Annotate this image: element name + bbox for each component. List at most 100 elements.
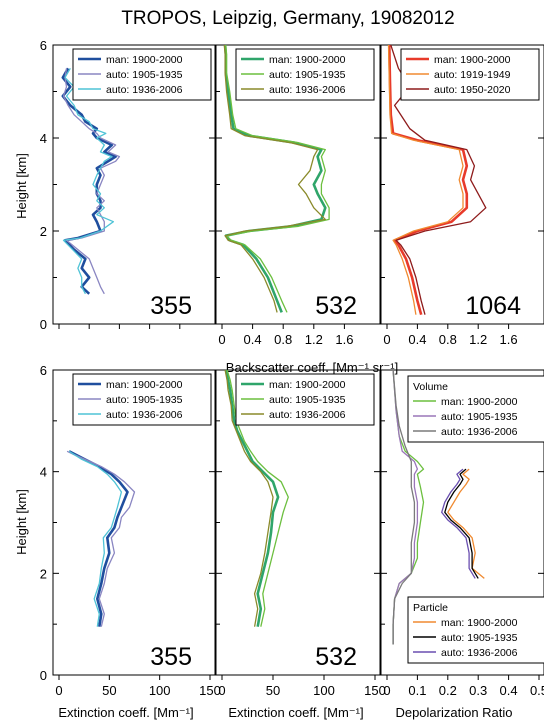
series-line-green_a2 xyxy=(223,44,326,313)
legend-entry: auto: 1905-1935 xyxy=(269,394,346,406)
wavelength-label: 532 xyxy=(315,643,357,671)
xlabel-extinction-mid: Extinction coeff. [Mm⁻¹] xyxy=(228,705,363,720)
wavelength-label: 532 xyxy=(315,292,357,320)
series-line-red_man xyxy=(388,44,469,316)
x-tick-label: 1.2 xyxy=(305,332,323,347)
x-tick-label: 0.5 xyxy=(530,683,544,698)
legend: man: 1900-2000 auto: 1905-1935 auto: 1936-… xyxy=(235,48,375,101)
legend-group-label: Volume xyxy=(413,381,448,393)
y-tick-label: 0 xyxy=(40,317,47,332)
panel-depolarization: 0 0.1 0.2 0.3 0.4 0.5 Volume man: 1900-2000 auto… xyxy=(380,369,544,698)
ylabel-bottom: Height [km] xyxy=(14,489,29,555)
x-tick-label: 0 xyxy=(218,332,225,347)
x-tick-label: 0.4 xyxy=(408,332,426,347)
series-line-red_a2 xyxy=(390,44,487,315)
wavelength-label: 1064 xyxy=(465,292,521,320)
series-line-green_man xyxy=(224,369,280,627)
panel-extinction-355: 0 2 4 6 0 50 100 150 355 man: 1900-2000 auto: 1905… xyxy=(40,363,221,698)
legend: man: 1900-2000 auto: 1905-1935 auto: 1936-… xyxy=(72,48,212,101)
panel-backscatter-1064: 0 0.4 0.8 1.2 1.6 1064 man: 1900-2000 auto: 191… xyxy=(380,44,544,347)
x-tick-label: 1.6 xyxy=(500,332,518,347)
wavelength-label: 355 xyxy=(150,643,192,671)
series-line-vol_a1 xyxy=(392,369,419,645)
legend-entry: auto: 1919-1949 xyxy=(434,69,511,81)
x-tick-label: 0.3 xyxy=(469,683,487,698)
y-tick-label: 6 xyxy=(40,38,47,53)
legend-group-label: Particle xyxy=(413,602,448,614)
legend-entry: auto: 1936-2006 xyxy=(106,84,183,96)
series-line-vol_a2 xyxy=(392,369,416,645)
series-line-green_a2 xyxy=(224,369,274,627)
y-tick-label: 2 xyxy=(40,566,47,581)
y-tick-label: 4 xyxy=(40,131,47,146)
series-line-green_a1 xyxy=(226,369,289,627)
x-tick-label: 0 xyxy=(55,683,62,698)
legend-entry: auto: 1905-1935 xyxy=(106,69,183,81)
figure-title: TROPOS, Leipzig, Germany, 19082012 xyxy=(121,8,454,29)
legend-entry: man: 1900-2000 xyxy=(441,617,518,629)
legend: Particle man: 1900-2000 auto: 1905-1935 aut… xyxy=(407,596,544,664)
series-line-blue_a1 xyxy=(66,450,136,627)
x-tick-label: 0 xyxy=(218,683,225,698)
x-tick-label: 50 xyxy=(102,683,116,698)
y-tick-label: 6 xyxy=(40,363,47,378)
y-tick-label: 4 xyxy=(40,465,47,480)
x-tick-label: 100 xyxy=(149,683,171,698)
xlabel-extinction-left: Extinction coeff. [Mm⁻¹] xyxy=(58,705,193,720)
x-tick-label: 100 xyxy=(313,683,335,698)
panel-extinction-532: 0 50 100 150 532 man: 1900-2000 auto: 1905-193… xyxy=(215,369,386,698)
legend-entry: man: 1900-2000 xyxy=(434,54,511,66)
x-tick-label: 0.8 xyxy=(274,332,292,347)
series-line-par_a1 xyxy=(444,468,479,579)
wavelength-label: 355 xyxy=(150,292,192,320)
x-tick-label: 0 xyxy=(383,683,390,698)
xlabel-backscatter: Backscatter coeff. [Mm⁻¹ sr⁻¹] xyxy=(226,360,398,375)
legend: man: 1900-2000 auto: 1905-1935 auto: 1936-… xyxy=(235,373,375,426)
legend-entry: auto: 1905-1935 xyxy=(441,632,518,644)
series-line-red_a1 xyxy=(387,44,464,315)
legend: man: 1900-2000 auto: 1919-1949 auto: 1950-… xyxy=(400,48,540,101)
legend-entry: auto: 1905-1935 xyxy=(106,394,183,406)
legend-entry: auto: 1905-1935 xyxy=(441,411,518,423)
legend: Volume man: 1900-2000 auto: 1905-1935 auto:… xyxy=(407,375,544,443)
series-line-blue_a1 xyxy=(62,68,121,295)
series-line-par_man xyxy=(447,468,485,579)
x-tick-label: 0.4 xyxy=(500,683,518,698)
y-tick-label: 0 xyxy=(40,668,47,683)
legend-entry: auto: 1905-1935 xyxy=(269,69,346,81)
x-tick-label: 150 xyxy=(364,683,386,698)
legend-entry: man: 1900-2000 xyxy=(269,54,346,66)
legend: man: 1900-2000 auto: 1905-1935 auto: 1936-… xyxy=(72,373,212,426)
legend-entry: auto: 1936-2006 xyxy=(269,409,346,421)
x-tick-label: 0.4 xyxy=(244,332,262,347)
legend-entry: auto: 1936-2006 xyxy=(106,409,183,421)
series-line-green_man xyxy=(223,44,327,313)
legend-entry: man: 1900-2000 xyxy=(269,379,346,391)
legend-entry: auto: 1936-2006 xyxy=(269,84,346,96)
x-tick-label: 1.2 xyxy=(469,332,487,347)
series-line-blue_man xyxy=(61,67,117,295)
x-tick-label: 0.1 xyxy=(408,683,426,698)
legend-entry: man: 1900-2000 xyxy=(441,396,518,408)
series-line-blue_a2 xyxy=(62,67,115,295)
x-tick-label: 50 xyxy=(266,683,280,698)
legend-entry: auto: 1936-2006 xyxy=(441,426,518,438)
x-tick-label: 150 xyxy=(199,683,221,698)
series-line-green_a1 xyxy=(225,44,330,313)
xlabel-depolarization: Depolarization Ratio xyxy=(395,705,512,720)
series-line-par_a2 xyxy=(441,468,476,579)
series-line-blue_a2 xyxy=(68,450,123,627)
y-tick-label: 2 xyxy=(40,224,47,239)
series-line-blue_man xyxy=(68,450,129,627)
legend-entry: man: 1900-2000 xyxy=(106,54,183,66)
x-tick-label: 0.2 xyxy=(439,683,457,698)
x-tick-label: 1.6 xyxy=(335,332,353,347)
x-tick-label: 0 xyxy=(383,332,390,347)
x-tick-label: 0.8 xyxy=(439,332,457,347)
panel-backscatter-532: 0 0.4 0.8 1.2 1.6 532 man: 1900-2000 auto: 1905… xyxy=(215,44,381,347)
ylabel-top: Height [km] xyxy=(14,153,29,219)
legend-entry: auto: 1950-2020 xyxy=(434,84,511,96)
legend-entry: man: 1900-2000 xyxy=(106,379,183,391)
panel-backscatter-355: 0 2 4 6 355 man: 1900-2000 auto: 1905-1935 auto… xyxy=(40,38,216,332)
